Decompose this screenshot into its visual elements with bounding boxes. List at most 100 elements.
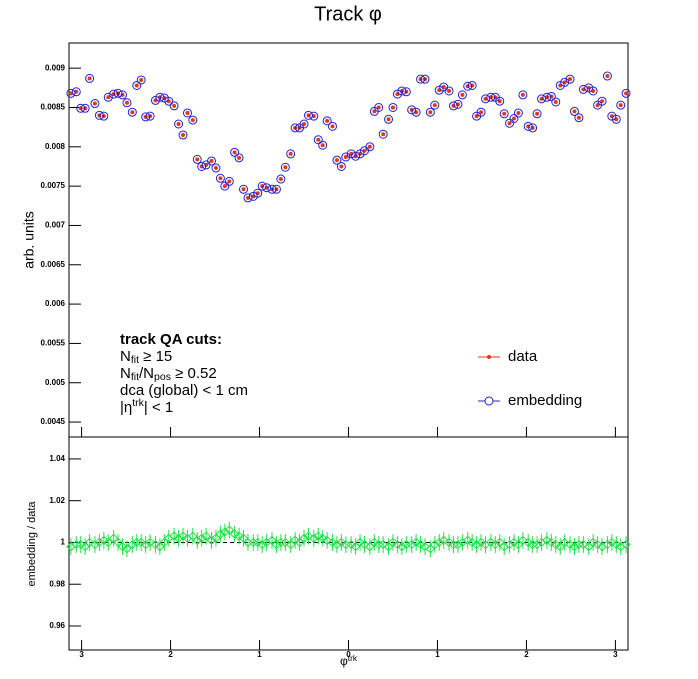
data-point: [325, 118, 330, 123]
data-point: [213, 166, 218, 171]
data-point: [432, 103, 437, 108]
text-part: φ: [340, 654, 348, 668]
data-point: [388, 102, 398, 112]
data-point: [327, 121, 337, 131]
data-point: [384, 114, 394, 124]
data-point: [595, 103, 600, 108]
data-point: [407, 105, 417, 115]
data-point: [224, 176, 234, 186]
data-point: [299, 119, 309, 129]
y-tick-label: 0.96: [49, 621, 65, 630]
data-point: [243, 193, 253, 203]
data-point: [92, 101, 97, 106]
data-point: [339, 164, 344, 169]
data-point: [401, 87, 411, 97]
data-point: [332, 155, 342, 165]
data-point: [132, 80, 142, 90]
data-point: [66, 88, 76, 98]
x-tick-label: 2: [524, 650, 529, 659]
data-point: [546, 91, 556, 101]
data-point: [290, 123, 300, 133]
data-point: [502, 111, 507, 116]
y-axis-label: arb. units: [21, 211, 37, 269]
y-tick-label: 1: [61, 538, 66, 547]
data-point: [280, 162, 290, 172]
data-point: [621, 88, 631, 98]
data-point: [239, 184, 249, 194]
data-point: [578, 84, 588, 94]
data-point: [215, 173, 225, 183]
data-point: [425, 107, 435, 117]
text-part: | < 1: [144, 399, 173, 416]
data-point: [611, 114, 621, 124]
data-point: [257, 181, 267, 191]
data-point: [303, 110, 313, 120]
data-point: [560, 77, 570, 87]
data-point: [505, 118, 515, 128]
data-point: [381, 132, 386, 137]
data-point: [237, 155, 242, 160]
subscript: fit: [131, 354, 139, 366]
y-tick-label: 0.98: [49, 579, 65, 588]
data-point: [87, 76, 92, 81]
data-point: [528, 123, 538, 133]
data-point: [392, 89, 402, 99]
data-point: [220, 181, 230, 191]
legend-label: data: [508, 348, 538, 365]
x-tick-label: 3: [613, 650, 618, 659]
data-point: [351, 151, 361, 161]
data-point: [597, 96, 607, 106]
data-point: [71, 87, 81, 97]
data-point: [201, 531, 211, 541]
data-point: [420, 74, 430, 84]
data-point: [474, 114, 479, 119]
chart-title: Track φ: [314, 3, 382, 25]
data-point: [318, 140, 328, 150]
data-point: [518, 90, 528, 100]
data-point: [602, 71, 612, 81]
data-point: [509, 113, 519, 123]
y-tick-label: 0.007: [45, 221, 66, 230]
data-point: [309, 111, 319, 121]
data-point: [374, 102, 384, 112]
data-point: [94, 110, 104, 120]
data-point: [532, 109, 542, 119]
data-point: [113, 88, 123, 98]
y-tick-label: 1.02: [49, 496, 65, 505]
data-point: [553, 99, 558, 104]
data-point: [343, 155, 348, 160]
data-point: [109, 89, 119, 99]
data-point: [182, 108, 192, 118]
data-point: [618, 103, 623, 108]
data-point: [430, 100, 440, 110]
data-point: [122, 98, 132, 108]
data-point: [616, 100, 626, 110]
subscript: pos: [154, 371, 171, 383]
data-point: [460, 92, 465, 97]
data-point: [576, 115, 581, 120]
data-point: [122, 544, 132, 554]
data-point: [185, 110, 190, 115]
data-point: [588, 86, 598, 96]
data-point: [621, 539, 631, 550]
text-part: ≥ 15: [139, 348, 172, 365]
data-point: [195, 157, 200, 162]
data-point: [607, 111, 617, 121]
data-point: [248, 191, 258, 201]
y-tick-label: 0.0065: [41, 260, 66, 269]
data-point: [267, 184, 277, 194]
y-tick-label: 0.008: [45, 142, 66, 151]
data-point: [401, 539, 412, 550]
data-point: [169, 101, 179, 111]
data-point: [313, 135, 323, 145]
data-point: [145, 111, 155, 121]
data-point: [479, 110, 484, 115]
data-point: [211, 163, 221, 173]
legend-swatch: [484, 396, 494, 406]
y-tick-label: 0.0075: [41, 181, 66, 190]
data-point: [605, 74, 610, 79]
x-tick-label: 1: [435, 650, 440, 659]
supscript: trk: [132, 397, 144, 409]
